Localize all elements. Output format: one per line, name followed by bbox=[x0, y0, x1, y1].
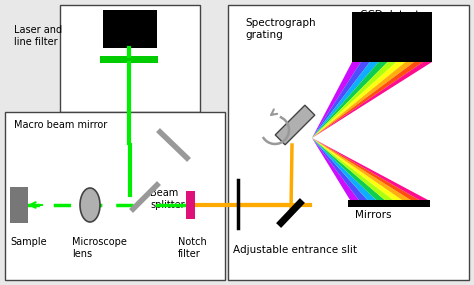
Polygon shape bbox=[312, 62, 361, 138]
Polygon shape bbox=[312, 138, 410, 200]
FancyBboxPatch shape bbox=[103, 10, 157, 48]
Polygon shape bbox=[312, 138, 385, 200]
FancyBboxPatch shape bbox=[10, 187, 28, 223]
Polygon shape bbox=[312, 138, 367, 200]
FancyBboxPatch shape bbox=[228, 5, 469, 280]
Text: Mirrors: Mirrors bbox=[355, 210, 392, 220]
Polygon shape bbox=[312, 138, 419, 200]
FancyBboxPatch shape bbox=[186, 191, 195, 219]
Polygon shape bbox=[312, 62, 388, 138]
FancyBboxPatch shape bbox=[348, 200, 430, 207]
Polygon shape bbox=[312, 138, 428, 200]
Polygon shape bbox=[312, 62, 432, 138]
Text: CCD detector: CCD detector bbox=[360, 10, 430, 20]
Polygon shape bbox=[275, 105, 315, 145]
Polygon shape bbox=[312, 138, 402, 200]
Text: Beam
splitter: Beam splitter bbox=[150, 188, 185, 209]
Text: Spectrograph
grating: Spectrograph grating bbox=[245, 18, 316, 40]
Text: Laser and
line filter: Laser and line filter bbox=[14, 25, 62, 47]
Polygon shape bbox=[312, 62, 414, 138]
FancyBboxPatch shape bbox=[100, 56, 158, 63]
Polygon shape bbox=[312, 62, 396, 138]
Polygon shape bbox=[312, 138, 359, 200]
Text: Macro beam mirror: Macro beam mirror bbox=[14, 120, 107, 130]
Text: Microscope
lens: Microscope lens bbox=[72, 237, 127, 258]
Polygon shape bbox=[312, 62, 405, 138]
Polygon shape bbox=[312, 138, 376, 200]
FancyBboxPatch shape bbox=[352, 12, 432, 62]
Polygon shape bbox=[312, 138, 393, 200]
Ellipse shape bbox=[80, 188, 100, 222]
Polygon shape bbox=[312, 62, 370, 138]
Polygon shape bbox=[312, 62, 379, 138]
Text: Notch
filter: Notch filter bbox=[178, 237, 207, 258]
FancyBboxPatch shape bbox=[5, 112, 225, 280]
FancyBboxPatch shape bbox=[60, 5, 200, 112]
Text: Adjustable entrance slit: Adjustable entrance slit bbox=[233, 245, 357, 255]
Polygon shape bbox=[312, 62, 423, 138]
Text: Sample: Sample bbox=[10, 237, 46, 247]
